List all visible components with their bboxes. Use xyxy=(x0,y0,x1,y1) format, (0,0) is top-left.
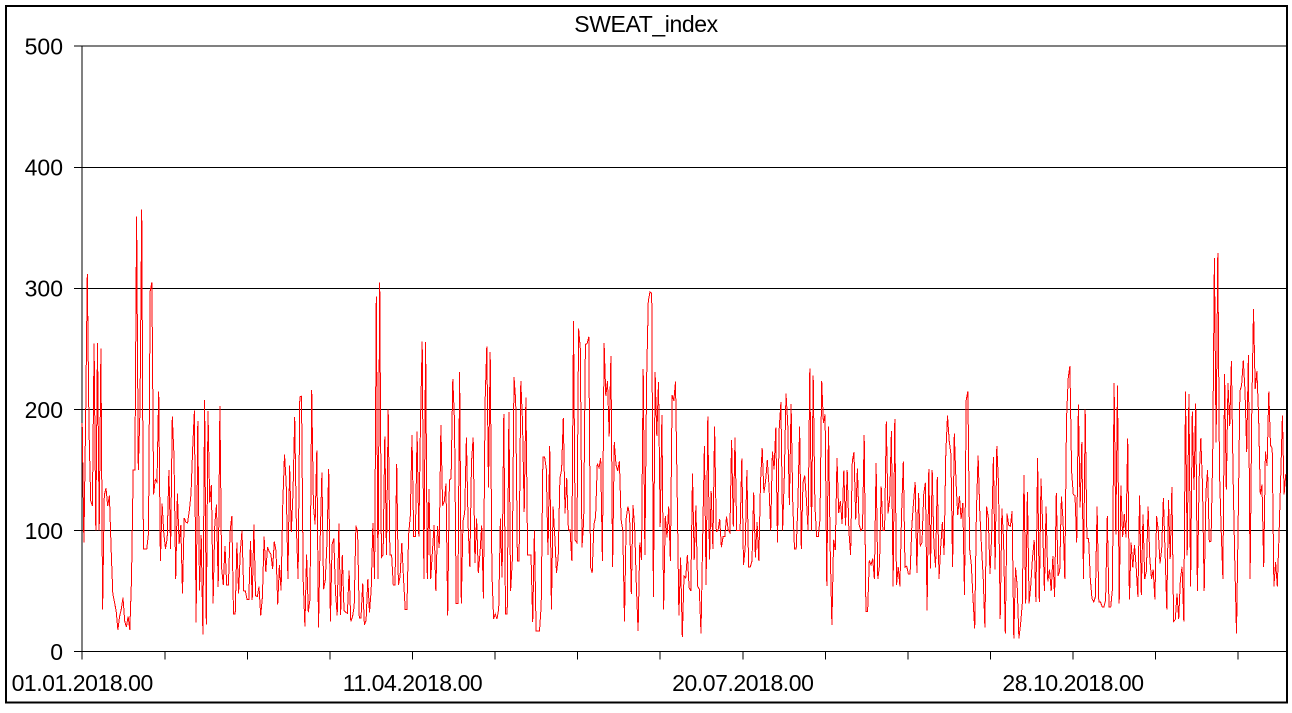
svg-text:300: 300 xyxy=(25,276,63,302)
svg-text:SWEAT_index: SWEAT_index xyxy=(574,11,718,37)
svg-text:100: 100 xyxy=(25,518,63,544)
svg-text:400: 400 xyxy=(25,155,63,181)
svg-text:0: 0 xyxy=(50,639,63,665)
svg-text:200: 200 xyxy=(25,397,63,423)
svg-text:01.01.2018.00: 01.01.2018.00 xyxy=(12,670,153,696)
svg-text:11.04.2018.00: 11.04.2018.00 xyxy=(343,670,483,696)
svg-text:28.10.2018.00: 28.10.2018.00 xyxy=(1002,670,1143,696)
svg-text:500: 500 xyxy=(25,34,63,60)
svg-text:20.07.2018.00: 20.07.2018.00 xyxy=(672,670,813,696)
